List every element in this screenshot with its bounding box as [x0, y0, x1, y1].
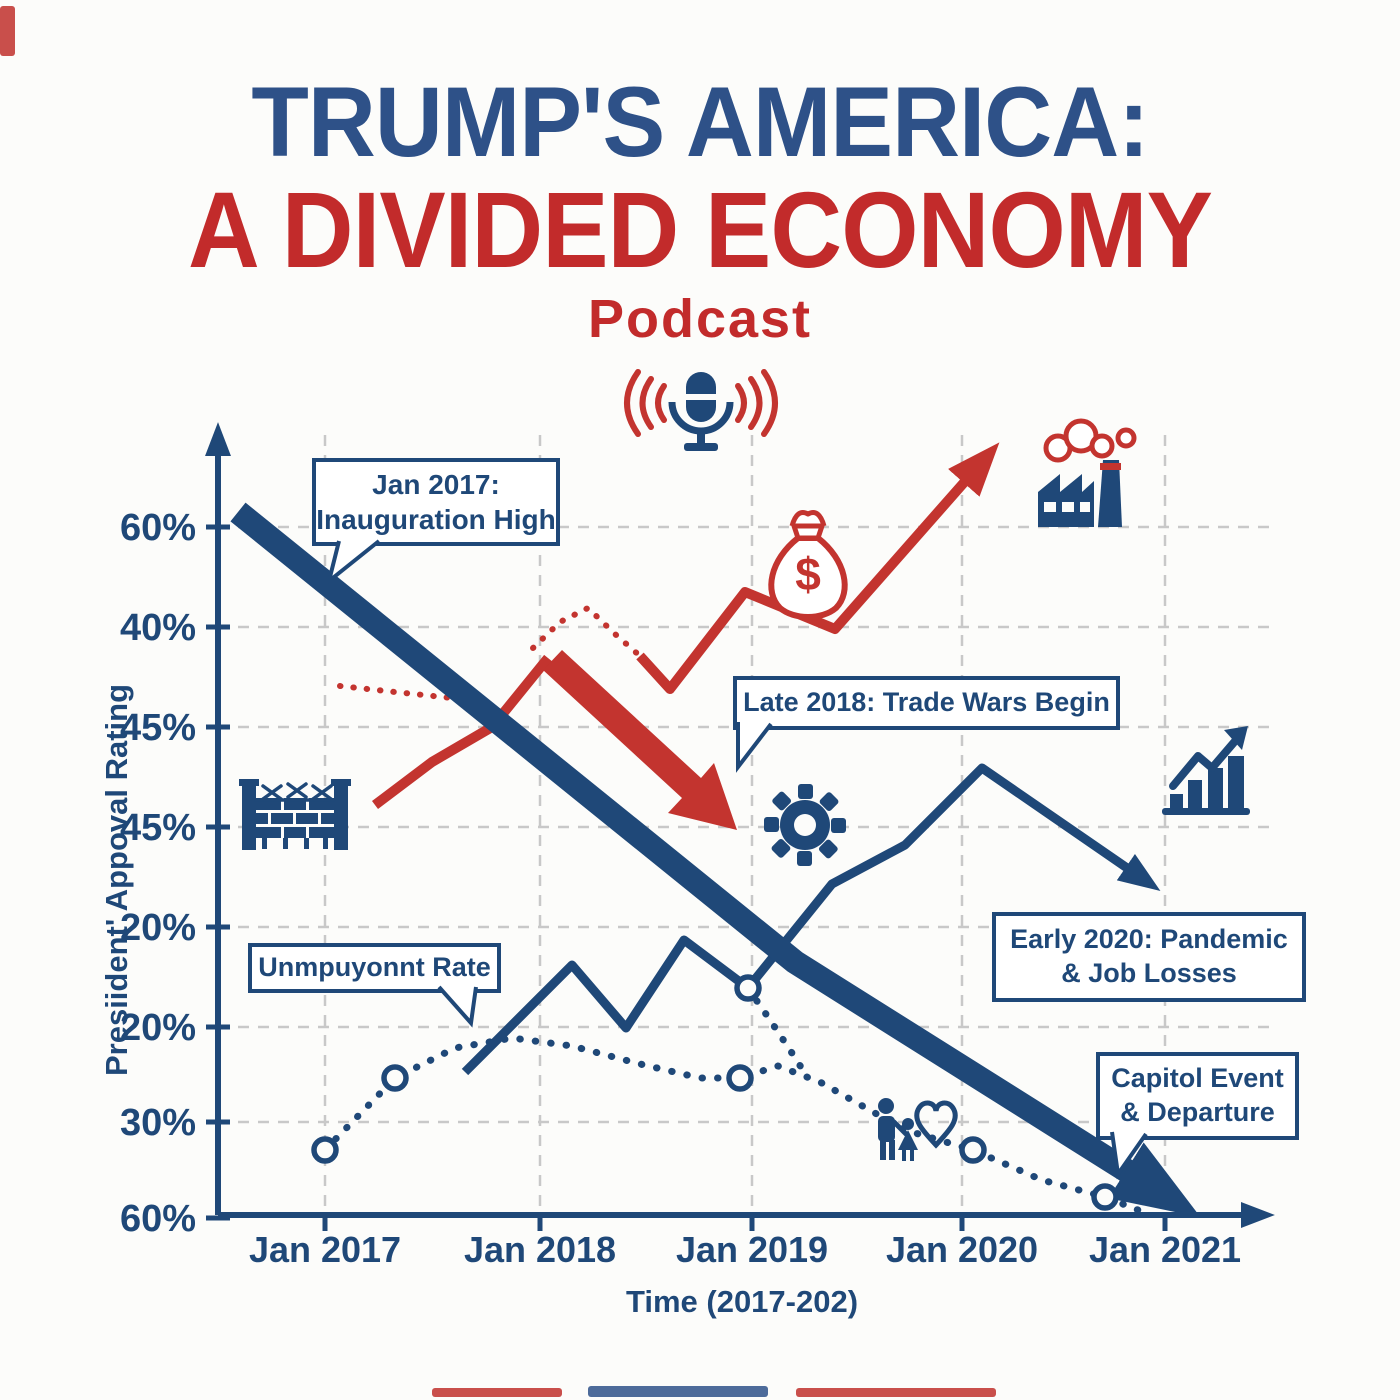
callout-pandemic-line2: & Job Losses: [1061, 958, 1237, 988]
cropped-text-artifact: [588, 1386, 768, 1397]
y-tick-label: 20%: [120, 907, 196, 949]
series-red-line-tradewar: [636, 442, 1000, 694]
cropped-text-artifact: [796, 1388, 996, 1397]
series-unemployment-dotted: [321, 1034, 1142, 1214]
callout-tail: [736, 722, 773, 773]
y-tick-label: 20%: [120, 1007, 196, 1049]
callout-unemployment-line1: Unmpuyonnt Rate: [258, 952, 491, 983]
page-title: TRUMP'S AMERICA:: [251, 66, 1149, 177]
cropped-text-artifact: [0, 6, 15, 56]
series-zigzag-dotted-drop: [744, 984, 812, 1082]
data-point-circle: [311, 1136, 339, 1164]
podcast-label: Podcast: [587, 289, 813, 349]
x-axis-title: Time (2017-202): [626, 1284, 858, 1319]
x-tick-label: Jan 2018: [464, 1229, 616, 1270]
y-tick-label: 40%: [120, 607, 196, 649]
x-tick-label: Jan 2021: [1089, 1229, 1241, 1270]
y-tick-label: 45%: [120, 807, 196, 849]
y-axis-title: Presiident' Appoval Rating: [99, 684, 134, 1076]
callout-pandemic: Early 2020: Pandemic & Job Losses: [992, 912, 1306, 1002]
callout-tail: [325, 538, 381, 587]
callout-tail: [1110, 1131, 1148, 1180]
x-tick-label: Jan 2020: [886, 1229, 1038, 1270]
callout-inauguration-line2: Inauguration High: [316, 504, 556, 535]
callout-pandemic-line1: Early 2020: Pandemic: [1010, 924, 1288, 955]
x-tick-label: Jan 2019: [676, 1229, 828, 1270]
money-bag-icon: $: [768, 510, 848, 620]
gear-icon: [764, 784, 846, 866]
callout-inauguration-line1: Jan 2017:: [372, 469, 500, 500]
callout-capitol: Capitol Event & Departure: [1096, 1052, 1299, 1180]
y-tick-label: 60%: [120, 507, 196, 549]
series-red-dotted-early: [337, 683, 455, 701]
y-tick-label: 30%: [120, 1102, 196, 1144]
dollar-symbol: $: [795, 548, 821, 600]
factory-icon: [1038, 418, 1137, 527]
page-subtitle: A DIVIDED ECONOMY: [187, 169, 1213, 290]
series-unemployment-zigzag: [461, 935, 751, 1076]
series-recovery-line: [744, 763, 1161, 991]
callout-capitol-line1: Capitol Event: [1111, 1063, 1284, 1094]
growth-chart-icon: [1162, 726, 1250, 815]
callout-unemployment: Unmpuyonnt Rate: [248, 943, 501, 1028]
series-red-line-rise: [371, 654, 552, 809]
family-heart-icon: [878, 1098, 958, 1161]
data-point-circle: [959, 1136, 987, 1164]
callout-trade-wars-line1: Late 2018: Trade Wars Begin: [743, 687, 1110, 718]
callout-tail: [437, 985, 478, 1028]
data-point-circle: [381, 1064, 409, 1092]
cropped-text-artifact: [432, 1388, 562, 1397]
x-tick-label: Jan 2017: [249, 1229, 401, 1270]
callout-inauguration: Jan 2017: Inauguration High: [312, 458, 560, 587]
border-wall-icon: [239, 779, 351, 850]
data-point-circle: [1091, 1183, 1119, 1211]
y-tick-label: 45%: [120, 707, 196, 749]
series-big-red-arrow: [543, 650, 737, 830]
callout-capitol-line2: & Departure: [1120, 1097, 1275, 1127]
y-tick-label: 60%: [120, 1198, 196, 1240]
data-point-circle: [734, 974, 762, 1002]
series-approval-thick: [230, 502, 1201, 1218]
podcast-microphone-icon: [624, 369, 778, 451]
data-point-circle: [726, 1064, 754, 1092]
series-red-dotted-peak: [530, 605, 643, 659]
callout-trade-wars: Late 2018: Trade Wars Begin: [733, 676, 1120, 773]
